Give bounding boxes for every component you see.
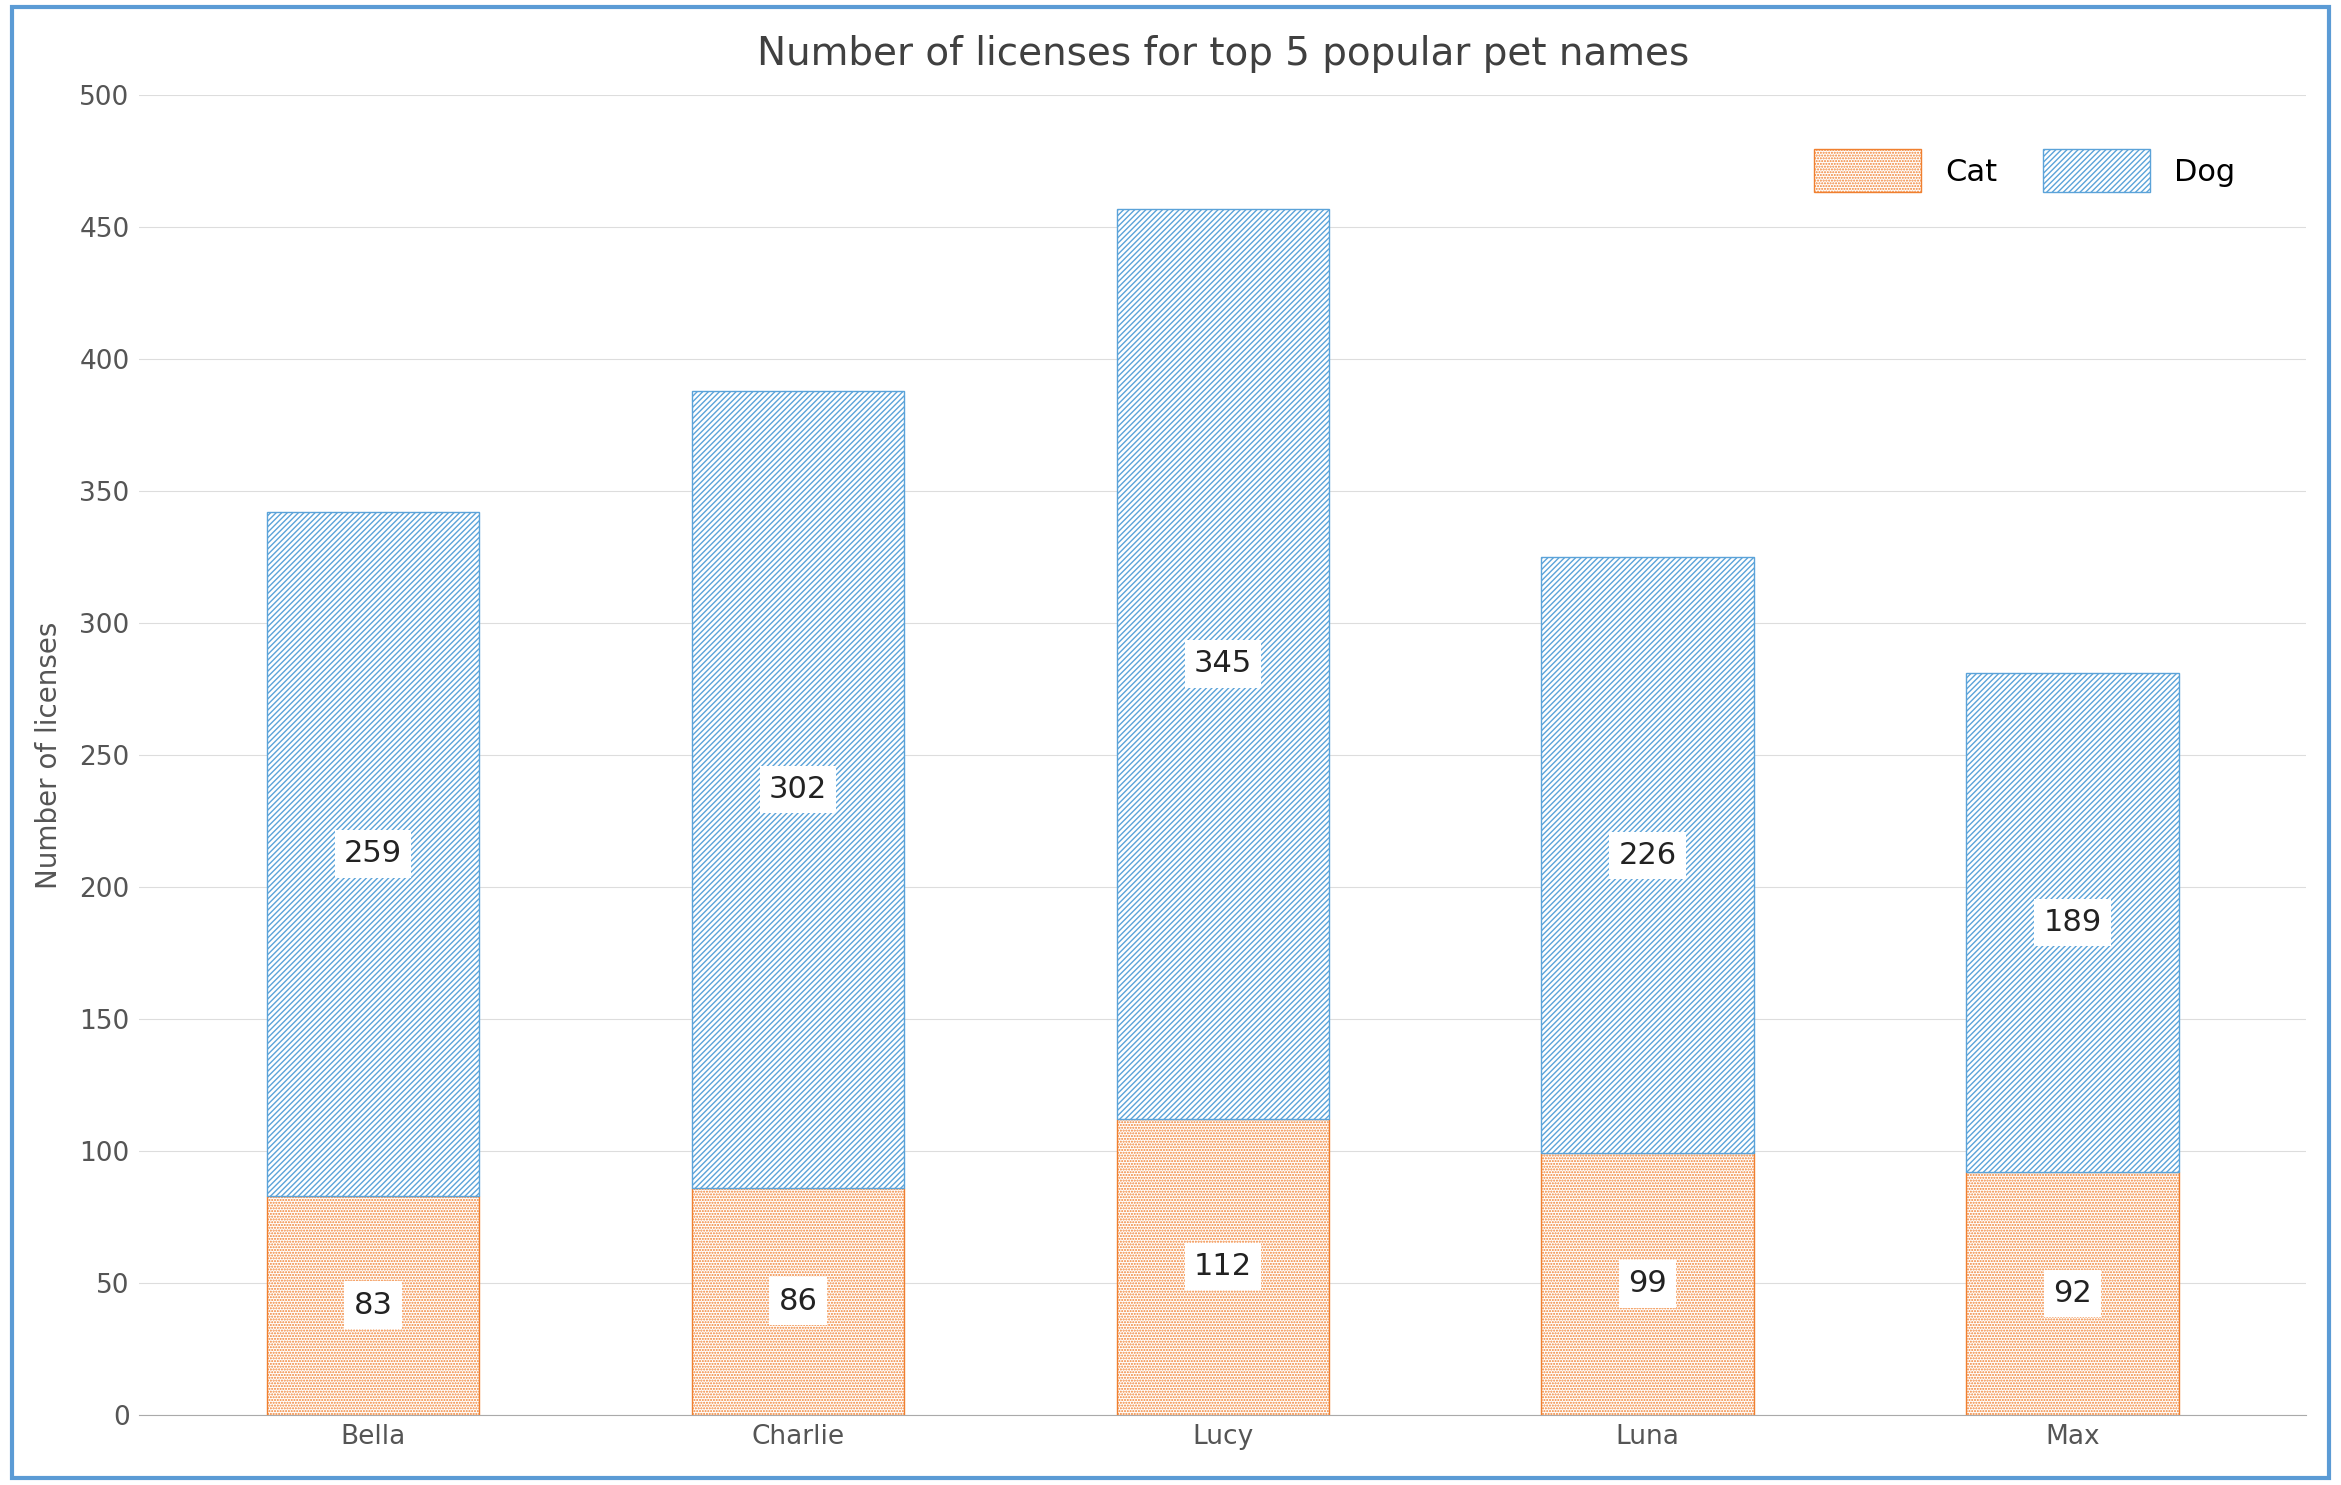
Bar <box>691 1188 904 1415</box>
Bar <box>1117 209 1330 1120</box>
Bar <box>1540 557 1753 1154</box>
Bar <box>1966 673 2179 1172</box>
Bar <box>691 391 904 1188</box>
Bar <box>1540 1154 1753 1415</box>
Text: 189: 189 <box>2044 907 2102 937</box>
Text: 99: 99 <box>1629 1270 1667 1298</box>
Y-axis label: Number of licenses: Number of licenses <box>35 621 63 888</box>
Text: 302: 302 <box>768 775 826 803</box>
Text: 345: 345 <box>1194 649 1252 679</box>
Title: Number of licenses for top 5 popular pet names: Number of licenses for top 5 popular pet… <box>756 34 1688 73</box>
Text: 259: 259 <box>344 839 403 869</box>
Legend: Cat, Dog: Cat, Dog <box>1800 137 2247 205</box>
Text: 83: 83 <box>353 1290 393 1320</box>
Text: 92: 92 <box>2053 1279 2093 1308</box>
Text: 86: 86 <box>780 1286 817 1316</box>
Bar <box>267 512 480 1195</box>
Bar <box>267 1195 480 1415</box>
Bar <box>1117 1120 1330 1415</box>
Text: 112: 112 <box>1194 1252 1252 1282</box>
Text: 226: 226 <box>1618 841 1676 870</box>
Bar <box>1966 1172 2179 1415</box>
